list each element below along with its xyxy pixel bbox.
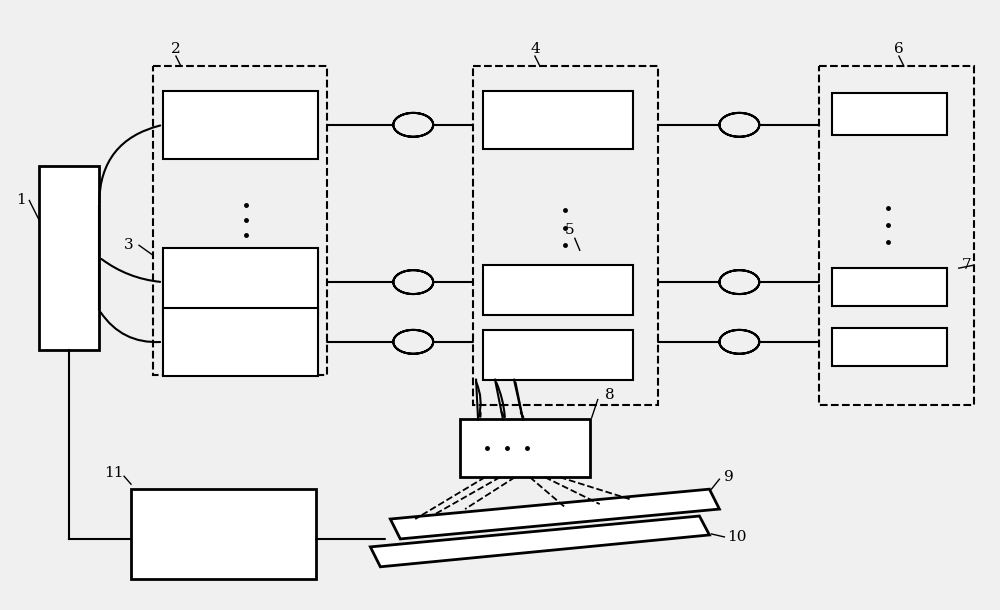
Bar	[473, 66, 658, 404]
Text: 8: 8	[605, 387, 615, 401]
Text: 5: 5	[565, 223, 575, 237]
Bar	[131, 489, 316, 579]
Bar	[163, 308, 318, 376]
Text: 9: 9	[724, 470, 734, 484]
Text: 2: 2	[171, 42, 181, 56]
Text: 6: 6	[894, 42, 904, 56]
Text: 11: 11	[104, 466, 124, 480]
Text: 10: 10	[728, 530, 747, 544]
Polygon shape	[390, 489, 719, 539]
Bar	[39, 166, 99, 350]
Text: 1: 1	[16, 193, 26, 207]
Bar	[819, 66, 974, 404]
Bar	[832, 93, 947, 135]
Bar	[483, 265, 633, 315]
Bar	[163, 91, 318, 159]
Bar	[483, 330, 633, 379]
Bar	[163, 248, 318, 316]
Bar	[460, 420, 590, 477]
Polygon shape	[370, 516, 709, 567]
Text: 4: 4	[530, 42, 540, 56]
Bar	[483, 91, 633, 149]
Bar	[832, 268, 947, 306]
Bar	[153, 66, 327, 375]
Text: 3: 3	[124, 239, 134, 253]
Text: 7: 7	[962, 258, 972, 272]
Bar	[832, 328, 947, 366]
